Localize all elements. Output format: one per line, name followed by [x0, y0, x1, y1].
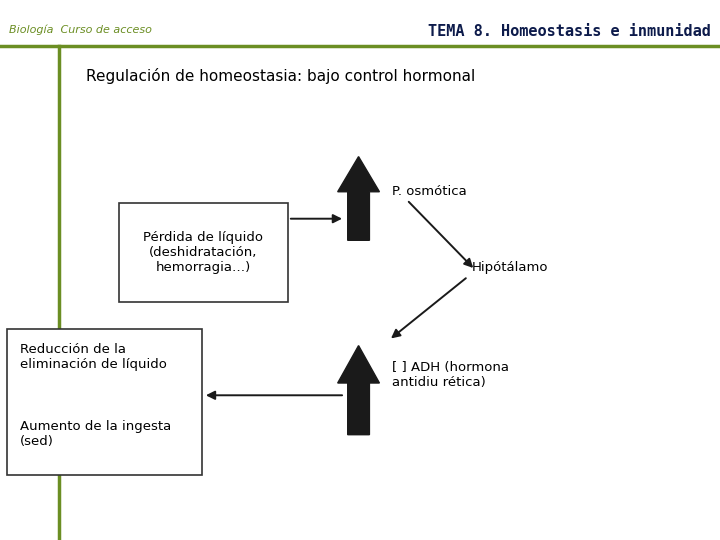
Text: TEMA 8. Homeostasis e inmunidad: TEMA 8. Homeostasis e inmunidad	[428, 24, 711, 39]
Text: [ ] ADH (hormona
antidiu rética): [ ] ADH (hormona antidiu rética)	[392, 361, 510, 389]
Text: Hipótálamo: Hipótálamo	[472, 261, 548, 274]
Polygon shape	[338, 346, 379, 435]
FancyBboxPatch shape	[7, 329, 202, 475]
Text: Regulación de homeostasia: bajo control hormonal: Regulación de homeostasia: bajo control …	[86, 68, 476, 84]
Polygon shape	[338, 157, 379, 240]
FancyBboxPatch shape	[119, 202, 288, 302]
Text: Biología  Curso de acceso: Biología Curso de acceso	[9, 24, 151, 35]
Text: P. osmótica: P. osmótica	[392, 185, 467, 198]
Text: Pérdida de líquido
(deshidratación,
hemorragia…): Pérdida de líquido (deshidratación, hemo…	[143, 231, 264, 274]
Text: Reducción de la
eliminación de líquido: Reducción de la eliminación de líquido	[20, 343, 167, 371]
Text: Aumento de la ingesta
(sed): Aumento de la ingesta (sed)	[20, 420, 171, 448]
